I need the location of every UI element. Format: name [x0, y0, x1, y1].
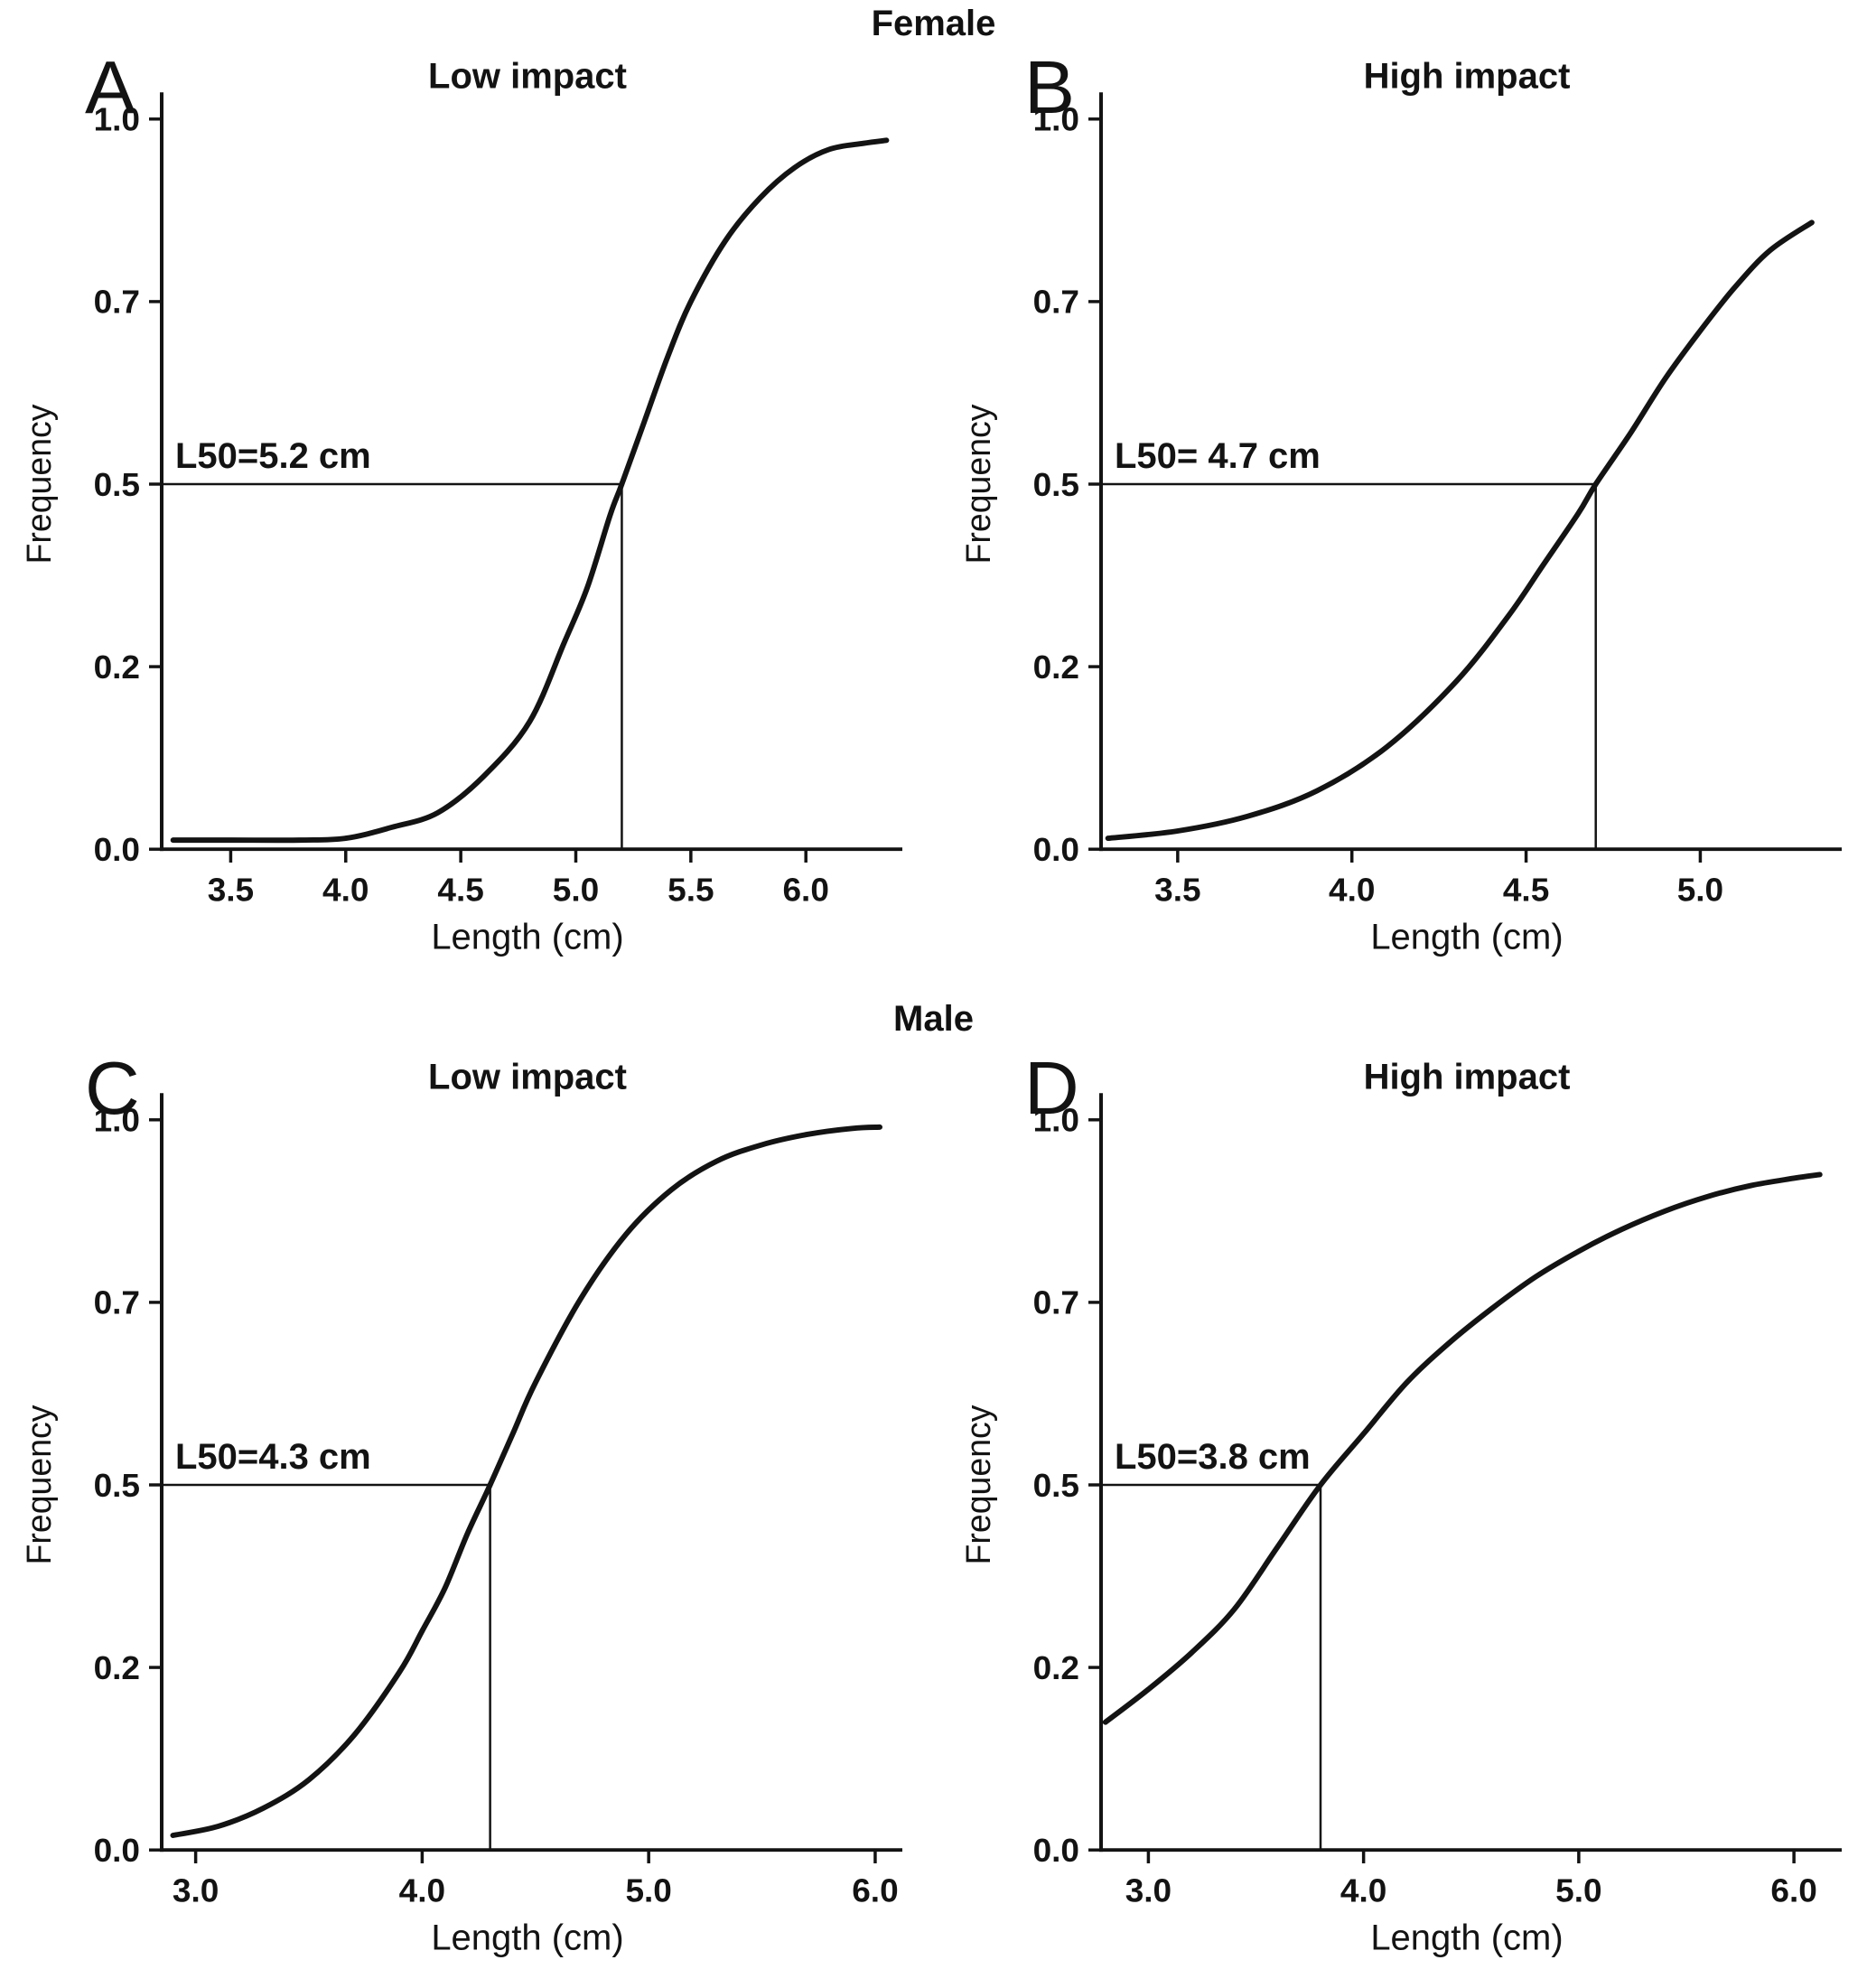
x-tick-label: 5.0 — [1555, 1872, 1601, 1909]
panel-title: Low impact — [428, 1058, 627, 1097]
length-axis-label: Length (cm) — [431, 918, 623, 957]
l50-annotation: L50=5.2 cm — [175, 437, 371, 477]
y-tick-label: 0.7 — [1033, 1284, 1079, 1321]
female-group-header: Female — [871, 4, 996, 43]
panel-letter: A — [85, 45, 135, 128]
panel-title: High impact — [1364, 57, 1571, 97]
panel-chart-svg: D High impact L50=3.8 cm 0.0 0.2 0.5 0.7 1.0 3.0… — [959, 1046, 1842, 1958]
length-axis-label: Length (cm) — [1370, 918, 1563, 957]
panel-title: High impact — [1364, 1058, 1571, 1097]
x-tick-label: 3.0 — [1125, 1872, 1172, 1909]
panel-a-female-low-impact: A Low impact L50=5.2 cm 0.0 0.2 0.5 0.7 1.0 3.5 4… — [13, 43, 916, 987]
y-tick-label: 0.0 — [1033, 1832, 1079, 1869]
maturity-curve — [1102, 1171, 1823, 1725]
y-tick-label: 0.0 — [1033, 831, 1079, 868]
frequency-axis-label: Frequency — [20, 1405, 58, 1564]
frequency-axis-label: Frequency — [959, 404, 997, 564]
x-tick-label: 5.0 — [625, 1872, 671, 1909]
x-tick-label: 6.0 — [783, 872, 829, 909]
male-panels-row: C Low impact L50=4.3 cm 0.0 0.2 0.5 0.7 1.0 3.0 4… — [13, 1044, 1855, 1988]
x-tick-label: 4.0 — [322, 872, 369, 909]
x-tick-label: 3.5 — [1154, 872, 1200, 909]
y-tick-label: 0.5 — [1033, 1467, 1079, 1504]
panel-b-female-high-impact: B High impact L50= 4.7 cm 0.0 0.2 0.5 0.7 1.0 3.… — [952, 43, 1855, 987]
x-tick-label: 3.5 — [208, 872, 254, 909]
l50-annotation: L50=3.8 cm — [1115, 1438, 1311, 1478]
y-tick-label: 0.7 — [94, 284, 140, 321]
x-tick-label: 6.0 — [1770, 1872, 1816, 1909]
maturity-curve — [170, 137, 890, 844]
y-tick-label: 1.0 — [94, 101, 140, 138]
y-tick-label: 1.0 — [94, 1102, 140, 1139]
y-tick-label: 0.5 — [94, 1467, 140, 1504]
y-tick-label: 0.7 — [1033, 284, 1079, 321]
x-tick-label: 4.5 — [1503, 872, 1549, 909]
panel-title: Low impact — [428, 57, 627, 97]
y-tick-label: 0.0 — [94, 831, 140, 868]
panel-chart-svg: B High impact L50= 4.7 cm 0.0 0.2 0.5 0.7 1.0 3.… — [959, 45, 1842, 957]
panel-letter: B — [1024, 45, 1075, 128]
panel-d-male-high-impact: D High impact L50=3.8 cm 0.0 0.2 0.5 0.7 1.0 3.0… — [952, 1044, 1855, 1988]
y-tick-label: 0.2 — [1033, 1649, 1079, 1686]
frequency-axis-label: Frequency — [20, 404, 58, 564]
x-tick-label: 3.0 — [173, 1872, 219, 1909]
panel-chart-svg: C Low impact L50=4.3 cm 0.0 0.2 0.5 0.7 1.0 3.0 4… — [20, 1046, 902, 1958]
length-axis-label: Length (cm) — [431, 1918, 623, 1958]
y-tick-label: 0.7 — [94, 1284, 140, 1321]
y-tick-label: 0.2 — [1033, 649, 1079, 686]
panel-letter: C — [85, 1046, 140, 1129]
frequency-axis-label: Frequency — [959, 1405, 997, 1564]
x-tick-label: 4.0 — [1329, 872, 1375, 909]
x-tick-label: 4.5 — [437, 872, 483, 909]
panel-letter: D — [1024, 1046, 1079, 1129]
y-tick-label: 1.0 — [1033, 1102, 1079, 1139]
y-tick-label: 1.0 — [1033, 101, 1079, 138]
y-tick-label: 0.2 — [94, 649, 140, 686]
x-tick-label: 5.0 — [553, 872, 599, 909]
y-tick-label: 0.5 — [1033, 466, 1079, 503]
x-tick-label: 5.0 — [1677, 872, 1723, 909]
length-axis-label: Length (cm) — [1370, 1918, 1563, 1958]
x-tick-label: 4.0 — [1340, 1872, 1386, 1909]
maturity-curve — [170, 1124, 882, 1838]
x-tick-label: 4.0 — [399, 1872, 445, 1909]
l50-annotation: L50= 4.7 cm — [1115, 437, 1321, 477]
female-panels-row: A Low impact L50=5.2 cm 0.0 0.2 0.5 0.7 1.0 3.5 4… — [13, 43, 1855, 987]
maturity-curve — [1105, 219, 1815, 842]
x-tick-label: 5.5 — [667, 872, 714, 909]
x-tick-label: 6.0 — [852, 1872, 898, 1909]
y-tick-label: 0.2 — [94, 1649, 140, 1686]
l50-annotation: L50=4.3 cm — [175, 1438, 371, 1478]
y-tick-label: 0.0 — [94, 1832, 140, 1869]
male-group-header: Male — [893, 999, 974, 1039]
panel-chart-svg: A Low impact L50=5.2 cm 0.0 0.2 0.5 0.7 1.0 3.5 4… — [20, 45, 902, 957]
y-tick-label: 0.5 — [94, 466, 140, 503]
panel-c-male-low-impact: C Low impact L50=4.3 cm 0.0 0.2 0.5 0.7 1.0 3.0 4… — [13, 1044, 916, 1988]
